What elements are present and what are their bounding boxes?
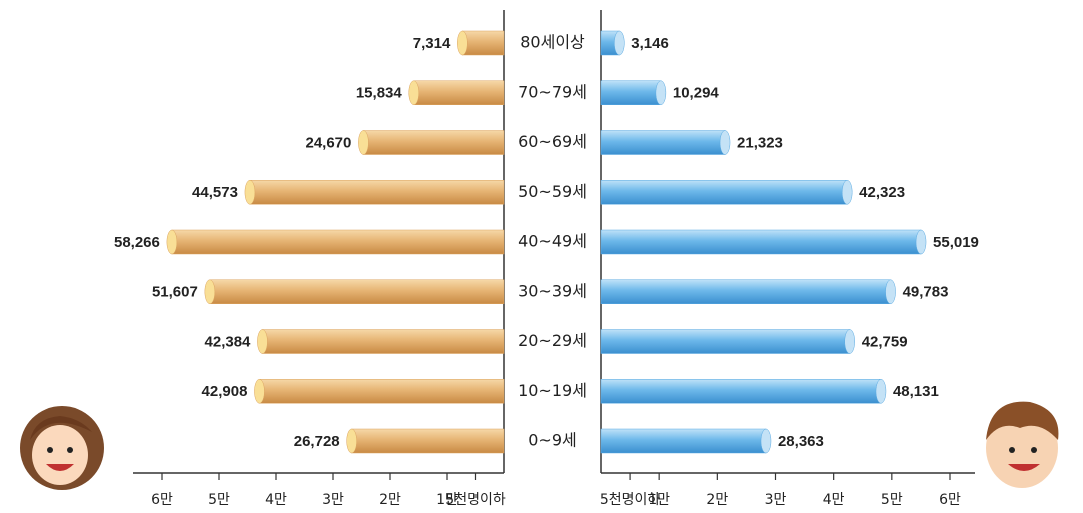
bar <box>262 330 504 354</box>
value-label: 49,783 <box>903 284 949 301</box>
x-tick-label: 4만 <box>823 492 845 508</box>
x-tick-label: 3만 <box>765 492 787 508</box>
bar <box>210 280 504 304</box>
bar <box>601 131 725 155</box>
bar <box>601 230 921 254</box>
value-label: 58,266 <box>114 234 160 251</box>
value-label: 48,131 <box>893 383 939 400</box>
bar-cap <box>614 31 624 55</box>
bar <box>601 81 661 105</box>
bar <box>601 429 766 453</box>
x-tick-label: 5만 <box>881 492 903 508</box>
bar-cap <box>761 429 771 453</box>
category-label: 80세이상 <box>520 33 585 52</box>
x-tick-label: 4만 <box>265 492 287 508</box>
bar <box>363 131 504 155</box>
bar-cap <box>205 280 215 304</box>
category-label: 50~59세 <box>518 182 587 201</box>
category-label: 70~79세 <box>518 82 587 101</box>
bar-cap <box>845 330 855 354</box>
bar <box>259 379 504 403</box>
bar <box>601 379 881 403</box>
bar <box>250 180 504 204</box>
value-label: 42,759 <box>862 333 908 350</box>
category-label: 40~49세 <box>518 232 587 251</box>
bar <box>414 81 504 105</box>
bar-cap <box>656 81 666 105</box>
bar-cap <box>257 330 267 354</box>
category-label: 60~69세 <box>518 132 587 151</box>
girl-icon <box>20 406 104 490</box>
bar-cap <box>916 230 926 254</box>
bar-cap <box>876 379 886 403</box>
boy-icon <box>986 402 1058 488</box>
value-label: 21,323 <box>737 134 783 151</box>
bar-cap <box>409 81 419 105</box>
bar-cap <box>886 280 896 304</box>
value-label: 28,363 <box>778 433 824 450</box>
x-tick-label: 5만 <box>208 492 230 508</box>
value-label: 26,728 <box>294 433 340 450</box>
category-label: 10~19세 <box>518 381 587 400</box>
value-label: 3,146 <box>631 35 669 52</box>
bar <box>601 180 847 204</box>
value-label: 51,607 <box>152 284 198 301</box>
x-tick-label: 3만 <box>322 492 344 508</box>
bar <box>352 429 504 453</box>
bar <box>601 330 850 354</box>
bar-cap <box>842 180 852 204</box>
value-label: 55,019 <box>933 234 979 251</box>
value-label: 10,294 <box>673 85 720 102</box>
x-tick-label: 5천명이하 <box>445 492 506 508</box>
category-label: 0~9세 <box>528 431 577 450</box>
x-tick-label: 2만 <box>379 492 401 508</box>
bar <box>462 31 504 55</box>
bar-cap <box>347 429 357 453</box>
value-label: 42,323 <box>859 184 905 201</box>
x-tick-label: 6만 <box>151 492 173 508</box>
x-tick-label: 5천명이하 <box>600 492 661 508</box>
bar <box>172 230 504 254</box>
value-label: 44,573 <box>192 184 238 201</box>
value-label: 42,908 <box>202 383 248 400</box>
category-label: 30~39세 <box>518 281 587 300</box>
value-label: 15,834 <box>356 85 403 102</box>
bar <box>601 280 891 304</box>
x-tick-label: 2만 <box>706 492 728 508</box>
value-label: 7,314 <box>413 35 451 52</box>
bar-cap <box>457 31 467 55</box>
bar-cap <box>245 180 255 204</box>
value-label: 42,384 <box>205 333 252 350</box>
value-label: 24,670 <box>305 134 351 151</box>
chart: 6만5만4만3만2만1만5천명이하7,31415,83424,67044,573… <box>0 0 1083 513</box>
x-tick-label: 6만 <box>939 492 961 508</box>
bar-cap <box>358 131 368 155</box>
bar-cap <box>720 131 730 155</box>
bar-cap <box>167 230 177 254</box>
bar-cap <box>254 379 264 403</box>
category-label: 20~29세 <box>518 331 587 350</box>
